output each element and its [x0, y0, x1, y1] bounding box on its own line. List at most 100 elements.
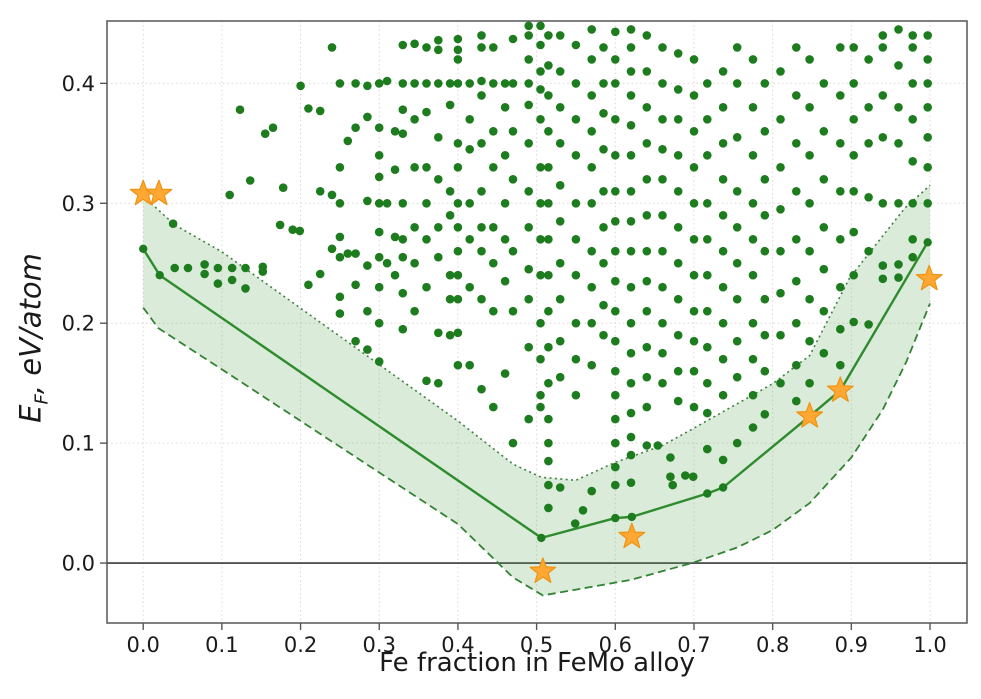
- hull-vertex-marker: [611, 513, 620, 523]
- scatter-point: [689, 127, 699, 136]
- scatter-point: [611, 115, 620, 124]
- scatter-point: [536, 85, 545, 94]
- scatter-point: [453, 34, 463, 44]
- scatter-point: [465, 282, 475, 292]
- scatter-point: [776, 163, 785, 172]
- scatter-point: [792, 43, 801, 52]
- scatter-point: [434, 328, 443, 338]
- scatter-point: [477, 76, 486, 86]
- scatter-point: [536, 270, 545, 280]
- scatter-point: [894, 273, 903, 282]
- y-axis-label-units: , eV/atom: [13, 253, 48, 395]
- scatter-point: [390, 127, 400, 136]
- star-marker: [796, 402, 824, 428]
- scatter-point: [374, 172, 384, 182]
- scatter-point: [544, 414, 553, 424]
- scatter-point: [183, 263, 193, 273]
- scatter-point: [908, 79, 917, 88]
- scatter-point: [819, 223, 829, 232]
- y-axis-label-subscript: F: [31, 394, 53, 405]
- scatter-point: [477, 246, 486, 256]
- scatter-point: [508, 79, 518, 88]
- scatter-point: [878, 199, 888, 208]
- scatter-point: [374, 227, 384, 237]
- scatter-point: [599, 109, 608, 118]
- scatter-point: [703, 79, 712, 88]
- scatter-point: [524, 139, 533, 148]
- scatter-point: [689, 366, 699, 376]
- scatter-point: [382, 76, 392, 86]
- scatter-point: [894, 139, 903, 148]
- scatter-point: [689, 336, 699, 346]
- scatter-point: [374, 151, 384, 160]
- scatter-point: [611, 390, 620, 400]
- scatter-point: [908, 157, 917, 166]
- x-tick-labels: 0.0 0.1 0.2 0.3 0.4 0.5 0.6 0.7 0.8 0.9 1.0: [126, 633, 946, 657]
- scatter-point: [792, 360, 801, 370]
- scatter-point: [227, 275, 237, 285]
- scatter-point: [500, 235, 510, 244]
- scatter-point: [864, 246, 873, 256]
- scatter-point: [894, 25, 903, 34]
- scatter-point: [626, 151, 636, 160]
- scatter-point: [571, 270, 581, 280]
- scatter-point: [453, 246, 463, 256]
- scatter-point: [536, 354, 545, 364]
- scatter-point: [225, 190, 234, 200]
- scatter-point: [878, 91, 888, 100]
- scatter-point: [626, 187, 636, 196]
- scatter-point: [453, 294, 463, 304]
- scatter-point: [611, 55, 620, 64]
- scatter-point: [500, 276, 510, 286]
- scatter-point: [536, 390, 545, 400]
- scatter-point: [836, 139, 845, 148]
- scatter-point: [836, 324, 845, 334]
- scatter-point: [453, 79, 463, 88]
- y-axis-label: EF, eV/atom: [14, 253, 53, 423]
- scatter-point: [544, 456, 553, 466]
- scatter-point: [524, 100, 533, 110]
- y-axis-label-symbol: E: [13, 404, 48, 423]
- scatter-point: [805, 103, 814, 112]
- scatter-point: [275, 220, 285, 230]
- scatter-point: [544, 378, 553, 388]
- scatter-point: [489, 306, 498, 316]
- scatter-point: [658, 43, 667, 52]
- scatter-point: [689, 235, 699, 244]
- scatter-point: [571, 318, 581, 328]
- scatter-point: [703, 235, 712, 244]
- scatter-point: [658, 318, 667, 328]
- scatter-point: [489, 127, 498, 136]
- scatter-point: [599, 300, 608, 310]
- y-tick-labels: 0.0 0.1 0.2 0.3 0.4: [62, 72, 95, 576]
- scatter-point: [434, 45, 443, 55]
- scatter-point: [681, 471, 690, 480]
- scatter-point: [315, 187, 325, 196]
- scatter-point: [398, 129, 408, 138]
- scatter-point: [626, 282, 636, 292]
- scatter-point: [571, 354, 581, 364]
- scatter-point: [587, 127, 596, 136]
- scatter-point: [382, 199, 392, 208]
- scatter-point: [599, 223, 608, 232]
- scatter-point: [849, 227, 858, 237]
- scatter-point: [792, 187, 801, 196]
- scatter-point: [445, 330, 455, 340]
- scatter-point: [445, 187, 455, 196]
- scatter-point: [776, 330, 785, 340]
- scatter-point: [626, 246, 636, 256]
- scatter-point: [689, 163, 699, 172]
- scatter-point: [390, 232, 400, 242]
- scatter-point: [489, 163, 498, 172]
- scatter-point: [626, 478, 636, 488]
- scatter-point: [571, 199, 581, 208]
- scatter-point: [374, 357, 384, 366]
- scatter-point: [748, 103, 758, 112]
- x-tick-label: 1.0: [913, 633, 946, 657]
- scatter-point: [422, 79, 431, 88]
- scatter-point: [453, 55, 463, 64]
- scatter-point: [653, 441, 663, 450]
- scatter-point: [536, 163, 545, 172]
- scatter-point: [748, 423, 758, 432]
- scatter-point: [748, 55, 758, 64]
